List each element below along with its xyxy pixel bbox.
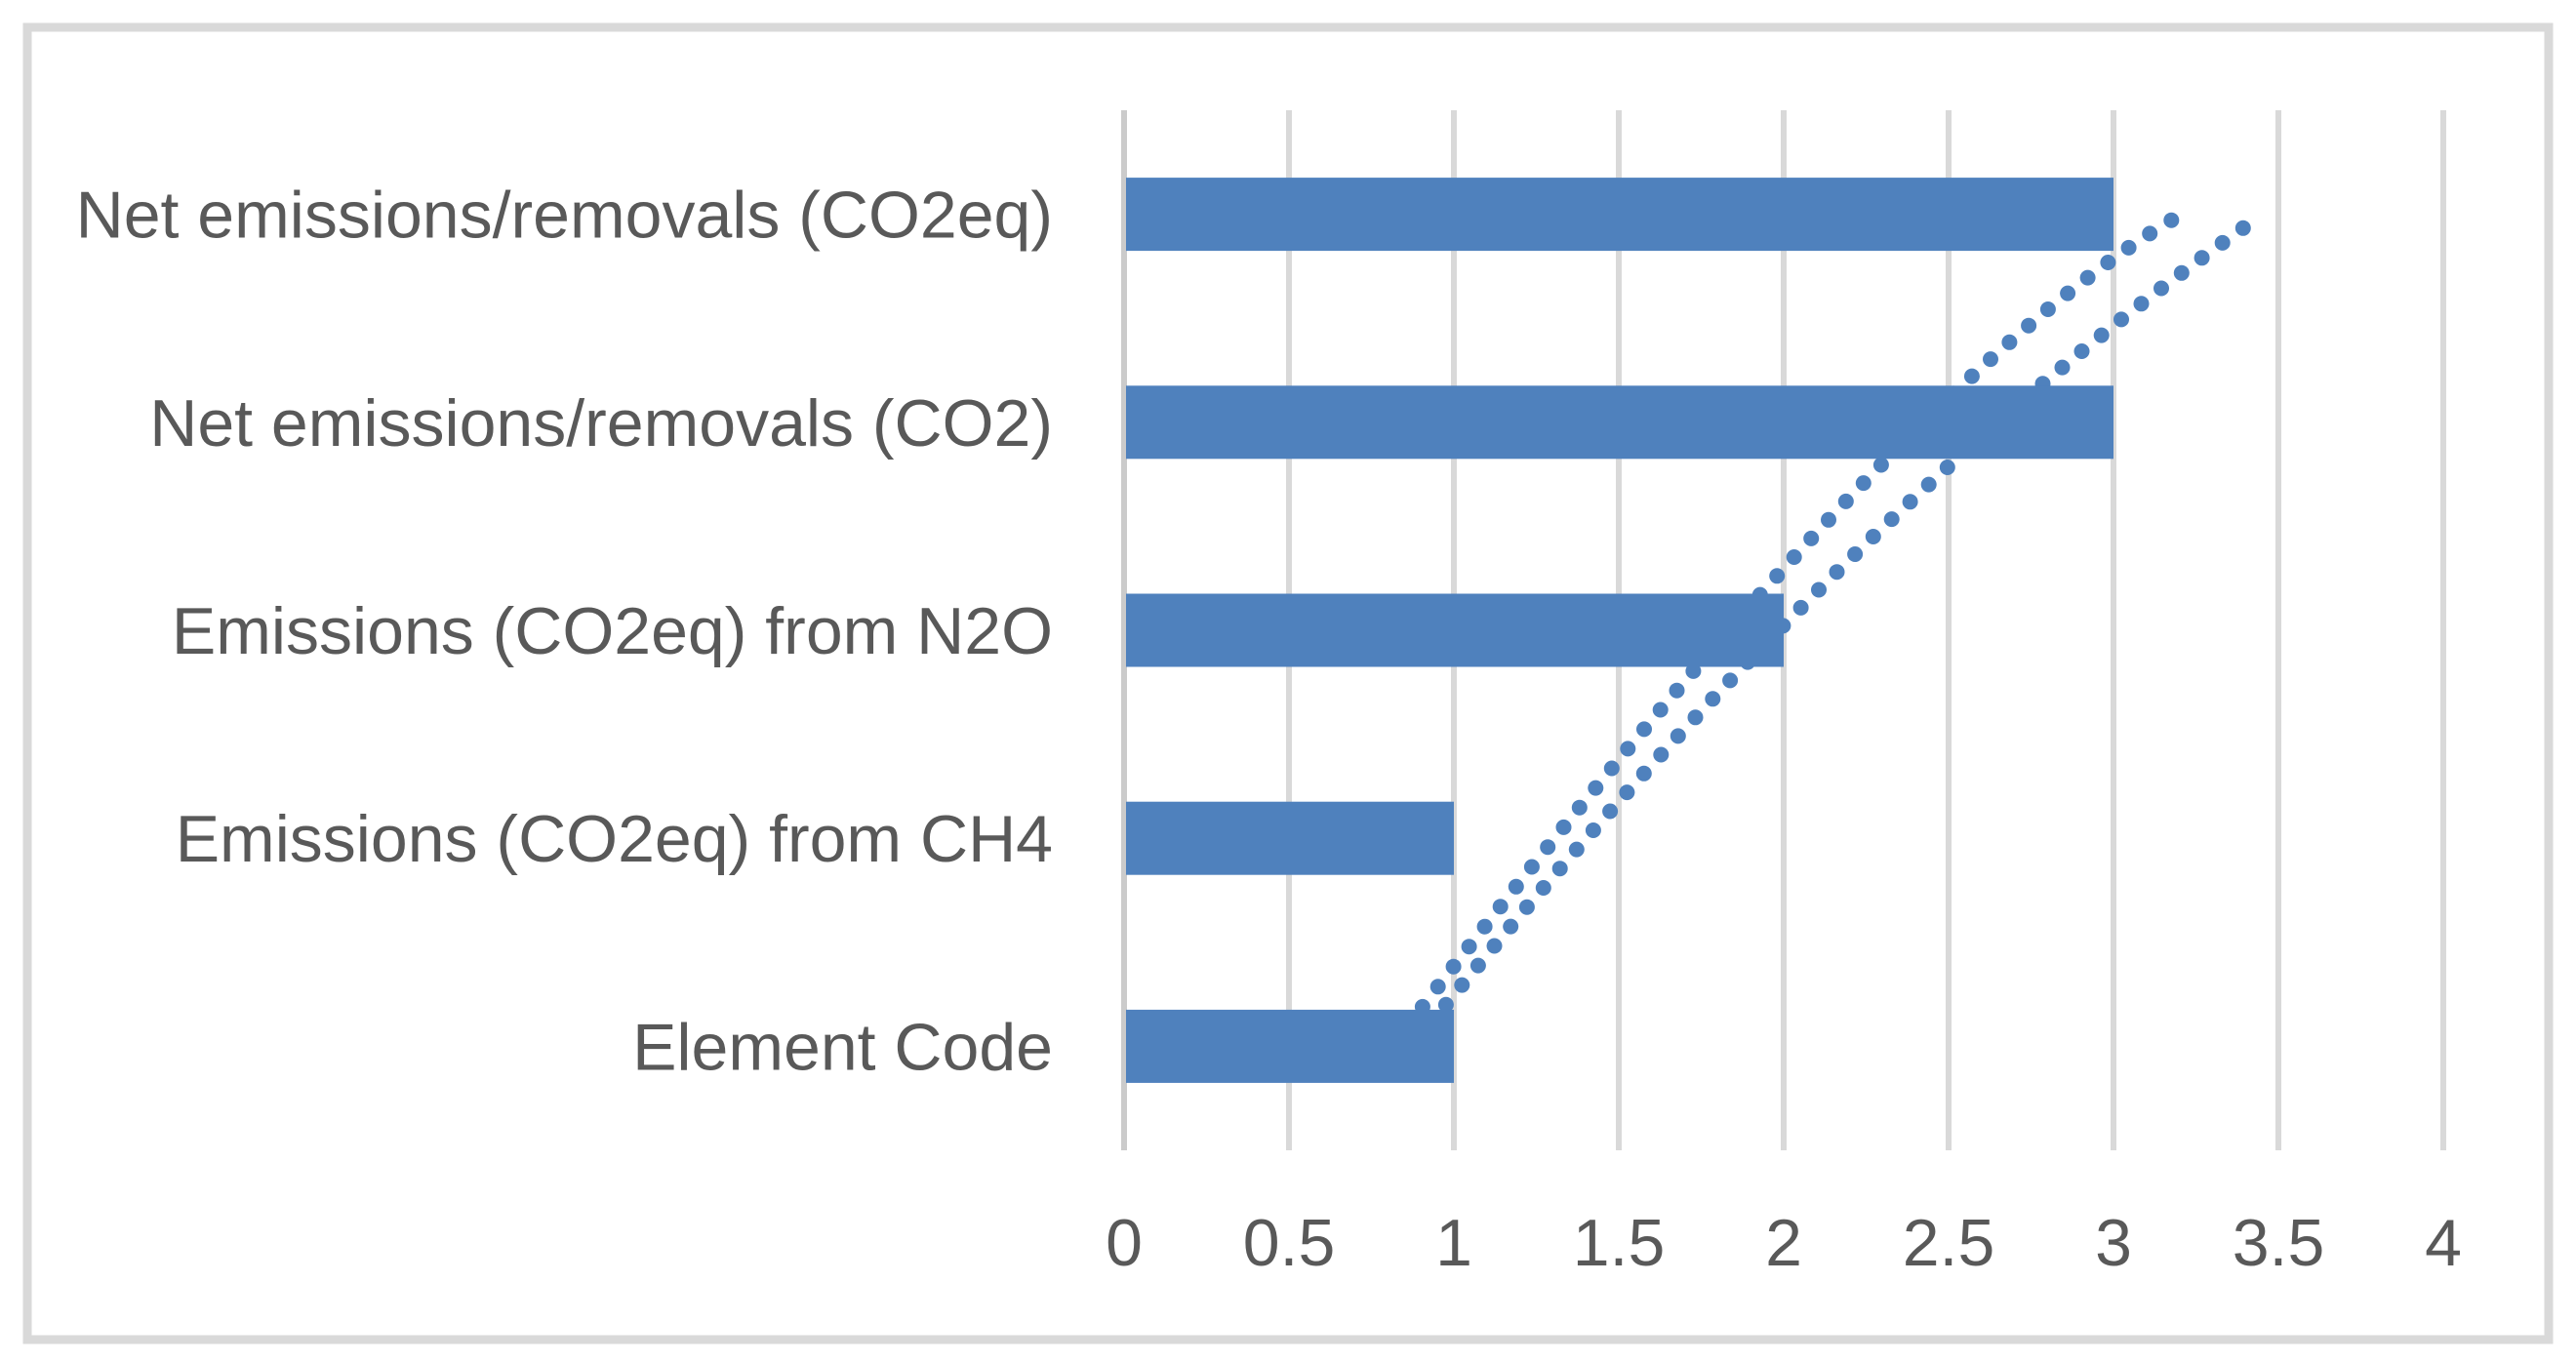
x-tick-label-6: 3	[2095, 1206, 2132, 1280]
x-tick-label-1: 0.5	[1243, 1206, 1336, 1280]
trendline-dot	[2093, 327, 2110, 343]
trendline-dot	[1983, 351, 1998, 368]
trendline-dot	[1476, 918, 1493, 935]
trendline-dot	[1429, 979, 1446, 995]
trendline-dot	[1705, 691, 1721, 707]
trendline-dot	[1602, 803, 1619, 820]
trendline-dot	[1920, 476, 1937, 493]
trendline-dot	[2133, 296, 2150, 312]
trendline-dot	[2060, 285, 2076, 301]
x-tick-label-4: 2	[1765, 1206, 1802, 1280]
bar-4	[1126, 1009, 1454, 1083]
trendline-dot	[1508, 878, 1524, 895]
trendline-dot	[1883, 511, 1900, 528]
trendline-dot	[1792, 599, 1809, 616]
trendline-dot	[1492, 899, 1509, 915]
trendline-dot	[1571, 799, 1588, 816]
trendline-dot	[1518, 899, 1535, 915]
trendline-dot	[1588, 780, 1604, 796]
trendline-dot	[1568, 841, 1585, 858]
trendline-dot	[1670, 728, 1686, 744]
trendline-dot	[2234, 220, 2251, 236]
trendline-dot	[1585, 822, 1601, 838]
bars	[1126, 178, 2113, 1083]
trendline-dot	[2142, 225, 2158, 242]
trendline-dot	[1939, 460, 1955, 475]
trendline-dot	[2163, 212, 2180, 228]
trendline-dot	[2214, 234, 2231, 251]
trendline-dot	[1469, 957, 1486, 974]
trendline-dot	[2173, 264, 2190, 281]
x-tick-label-2: 1	[1435, 1206, 1472, 1280]
bar-2	[1126, 593, 1784, 667]
trendline-dot	[1837, 493, 1854, 509]
bar-3	[1126, 801, 1454, 875]
trendline-dot	[1454, 977, 1470, 993]
trendline-dot	[1821, 511, 1836, 528]
trendline-dot	[1902, 494, 1918, 510]
trendline-dot	[2120, 239, 2137, 256]
trendline-dot	[1829, 564, 1845, 581]
trendline-dot	[1535, 880, 1551, 896]
category-label-3: Emissions (CO2eq) from CH4	[176, 802, 1053, 876]
chart-border	[22, 22, 2554, 1344]
trendline-dot	[1685, 662, 1702, 679]
trendline-dot	[1437, 996, 1454, 1013]
trendline-dot	[1872, 457, 1889, 473]
category-label-1: Net emissions/removals (CO2)	[149, 386, 1053, 461]
trendline-dot	[1635, 765, 1652, 782]
trendline-dot	[2113, 311, 2129, 328]
trendline-dot	[1652, 702, 1669, 718]
trendline-dot	[1540, 839, 1556, 856]
trendline-dot	[1503, 918, 1519, 935]
trendline-dot	[2194, 250, 2210, 266]
trendline-dot	[1555, 819, 1572, 835]
trendline-dot	[1865, 529, 1881, 544]
trendline-dot	[1653, 746, 1670, 763]
trendline-dot	[2039, 301, 2056, 317]
trendline-dot	[2153, 280, 2169, 297]
trendline-dot	[1486, 938, 1503, 954]
trendline-dot	[2001, 334, 2018, 350]
trendline-dot	[1551, 861, 1568, 877]
trendline-dot	[2073, 343, 2090, 359]
trendline-dot	[1855, 475, 1872, 492]
x-tick-label-7: 3.5	[2233, 1206, 2325, 1280]
bar-0	[1126, 178, 2113, 252]
x-tick-label-5: 2.5	[1903, 1206, 1995, 1280]
trendline-dot	[1687, 709, 1704, 726]
trendline-dot	[1619, 784, 1635, 801]
gridlines	[1121, 110, 2446, 1150]
trendline-dot	[2021, 317, 2037, 334]
trendline-dot	[1811, 581, 1827, 598]
bar-1	[1126, 385, 2113, 460]
trendline-dot	[1669, 682, 1685, 699]
trendline-dot	[1769, 568, 1786, 584]
trendline-dot	[1523, 859, 1540, 875]
category-label-0: Net emissions/removals (CO2eq)	[76, 179, 1053, 253]
trendline-dot	[2079, 269, 2096, 286]
trendline-dot	[1786, 549, 1802, 565]
trendline-dot	[1636, 721, 1652, 738]
trendline-dot	[1847, 546, 1864, 562]
category-labels: Net emissions/removals (CO2eq) Net emissi…	[76, 179, 1053, 1085]
category-label-4: Element Code	[632, 1010, 1053, 1084]
trendline-dot	[1803, 530, 1820, 546]
x-tick-label-8: 4	[2425, 1206, 2462, 1280]
x-axis-tick-labels: 0 0.5 1 1.5 2 2.5 3 3.5 4	[1106, 1206, 2462, 1280]
trendline-dot	[1445, 958, 1462, 975]
trendline-dot	[1620, 741, 1636, 757]
trendline-dot	[1461, 939, 1477, 955]
trendline-dot	[1963, 368, 1980, 384]
trendline-dot	[2054, 359, 2071, 376]
trendline-dot	[1722, 672, 1739, 689]
category-label-2: Emissions (CO2eq) from N2O	[172, 594, 1053, 668]
trendline-dot	[1603, 760, 1620, 777]
x-tick-label-0: 0	[1106, 1206, 1143, 1280]
x-tick-label-3: 1.5	[1573, 1206, 1666, 1280]
trendline-dot	[2100, 255, 2116, 270]
